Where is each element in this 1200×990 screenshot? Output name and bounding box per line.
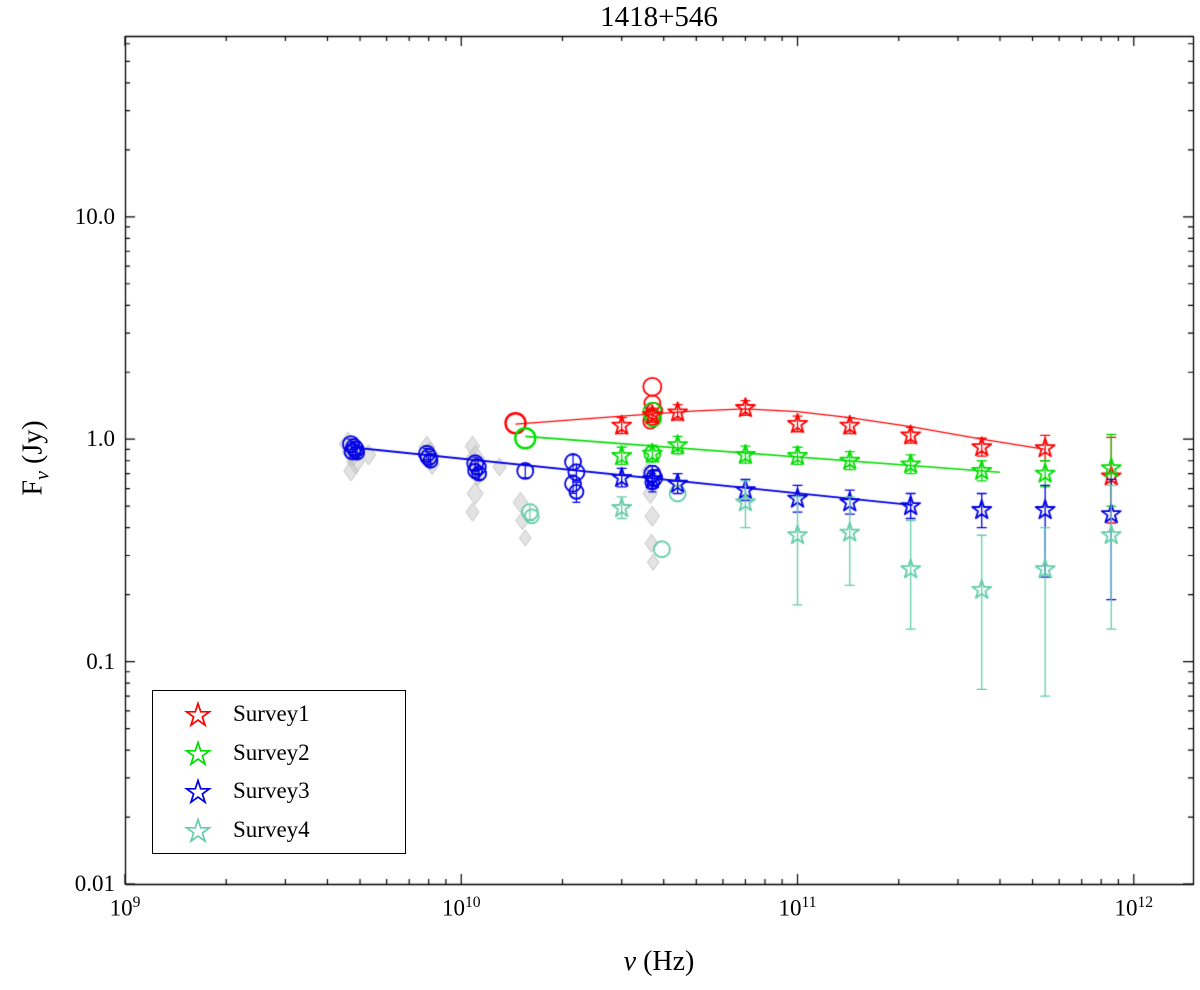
- x-tick-label: 109: [109, 894, 141, 921]
- legend-label: Survey1: [233, 701, 310, 727]
- legend-item-survey1: Survey1: [153, 699, 405, 729]
- star-icon: [183, 739, 213, 767]
- legend-item-survey4: Survey4: [153, 815, 405, 845]
- y-axis-label: Fν (Jy): [18, 420, 55, 495]
- y-tick-label: 0.01: [74, 871, 115, 896]
- x-tick-label: 1011: [778, 894, 817, 921]
- y-tick-label: 1.0: [86, 426, 115, 452]
- legend: Survey1 Survey2 Survey3 Survey4: [152, 690, 406, 854]
- y-axis-label-sub: ν: [31, 471, 54, 480]
- star-icon: [183, 816, 213, 844]
- x-axis-label: ν (Hz): [624, 946, 695, 978]
- legend-item-survey2: Survey2: [153, 738, 405, 768]
- y-axis-label-rest: (Jy): [17, 420, 49, 472]
- legend-label: Survey2: [233, 739, 310, 765]
- x-axis-label-sym: ν: [623, 946, 637, 977]
- y-axis-label-base: F: [17, 479, 49, 496]
- star-icon: [183, 778, 213, 805]
- star-icon: [183, 701, 213, 728]
- x-tick-label: 1010: [441, 894, 481, 921]
- y-tick-label: 0.1: [86, 648, 115, 674]
- x-tick-label: 1012: [1114, 894, 1154, 921]
- legend-label: Survey4: [233, 816, 310, 842]
- legend-label: Survey3: [233, 778, 310, 804]
- y-tick-label: 10.0: [74, 203, 115, 229]
- x-axis-label-rest: (Hz): [636, 946, 695, 977]
- chart-title: 1418+546: [600, 1, 718, 33]
- legend-item-survey3: Survey3: [153, 776, 405, 806]
